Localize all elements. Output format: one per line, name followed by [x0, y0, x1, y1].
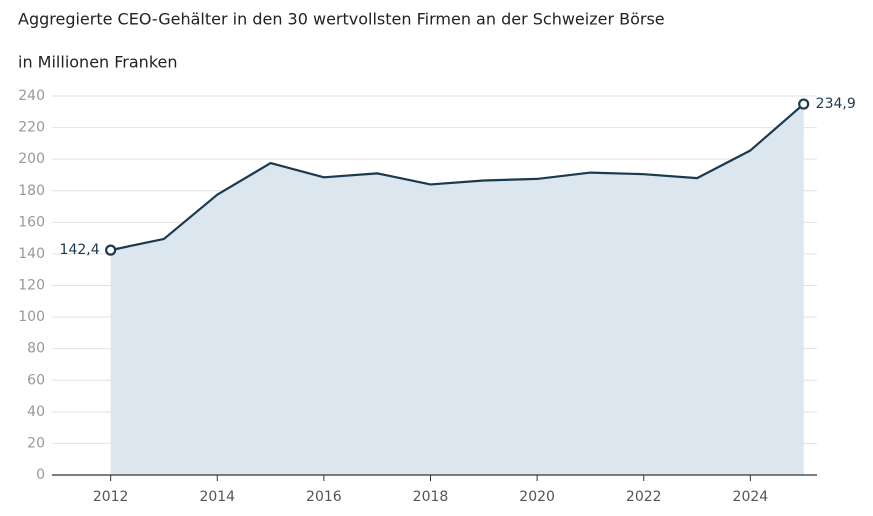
area: [110, 104, 804, 476]
chart-title: Aggregierte CEO-Gehälter in den 30 wertv…: [18, 10, 665, 29]
value-label: 234,9: [816, 96, 856, 112]
x-tick-label: 2022: [626, 489, 662, 505]
y-tick-label: 100: [18, 309, 45, 325]
x-tick-label: 2016: [306, 489, 342, 505]
marker: [105, 244, 117, 256]
x-tick-label: 2018: [413, 489, 449, 505]
y-tick-label: 220: [18, 120, 45, 136]
y-tick-label: 80: [27, 341, 45, 357]
x-tick-label: 2012: [93, 489, 129, 505]
marker: [798, 98, 810, 110]
x-tick-label: 2024: [733, 489, 769, 505]
y-tick-label: 20: [27, 435, 45, 451]
y-tick-label: 120: [18, 278, 45, 294]
y-tick-label: 60: [27, 372, 45, 388]
y-tick-label: 40: [27, 404, 45, 420]
y-tick-label: 200: [18, 151, 45, 167]
y-tick-label: 180: [18, 183, 45, 199]
y-tick-label: 140: [18, 246, 45, 262]
line: [110, 103, 805, 252]
x-tick-label: 2014: [199, 489, 235, 505]
chart-subtitle: in Millionen Franken: [18, 53, 178, 72]
y-tick-label: 240: [18, 88, 45, 104]
value-label: 142,4: [60, 242, 100, 258]
x-tick-label: 2020: [519, 489, 555, 505]
y-tick-label: 0: [36, 467, 45, 483]
y-tick-label: 160: [18, 214, 45, 230]
